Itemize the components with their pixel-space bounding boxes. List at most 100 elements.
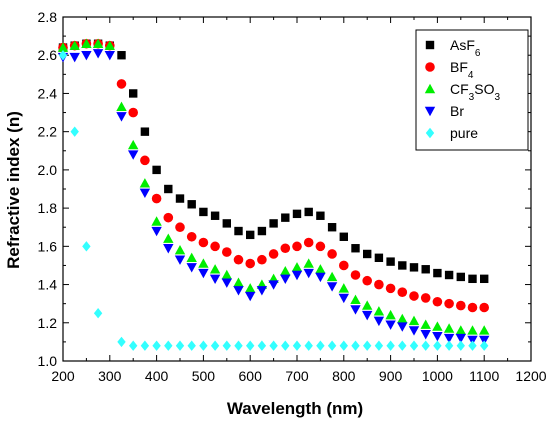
x-tick-label: 700 <box>285 368 309 384</box>
data-point <box>233 286 244 296</box>
y-tick-label: 2.4 <box>38 85 58 101</box>
data-point <box>385 320 396 330</box>
data-point <box>350 270 361 280</box>
x-tick-label: 600 <box>239 368 263 384</box>
data-point <box>408 326 420 336</box>
data-point <box>291 262 303 272</box>
data-point <box>221 269 232 280</box>
data-point <box>129 340 138 351</box>
data-point <box>82 241 91 252</box>
x-tick-label: 200 <box>51 368 75 384</box>
data-point <box>280 265 291 276</box>
data-point <box>351 340 360 351</box>
data-point <box>163 244 174 254</box>
legend-label: CF3SO3 <box>450 81 500 103</box>
data-point <box>420 293 431 303</box>
data-point <box>234 226 243 236</box>
data-point <box>233 277 244 287</box>
data-point <box>327 340 337 351</box>
data-point <box>374 279 384 290</box>
data-point <box>398 261 407 270</box>
data-point <box>468 274 477 284</box>
legend-label: AsF6 <box>450 37 481 59</box>
data-point <box>397 313 408 324</box>
data-point <box>420 319 431 329</box>
data-points <box>57 38 490 351</box>
y-tick-label: 1.4 <box>38 277 58 293</box>
series-bf <box>58 38 490 313</box>
data-point <box>433 340 442 351</box>
data-point <box>58 50 68 61</box>
legend-marker <box>424 83 436 94</box>
data-point <box>210 211 220 220</box>
data-point <box>397 322 408 332</box>
data-point <box>233 254 244 265</box>
data-point <box>221 278 232 288</box>
data-point <box>315 272 326 283</box>
data-point <box>316 340 325 351</box>
data-point <box>327 223 337 232</box>
data-point <box>57 42 69 52</box>
data-point <box>234 340 243 351</box>
legend-marker <box>425 40 435 50</box>
data-point <box>421 265 430 274</box>
data-point <box>222 340 231 351</box>
data-point <box>280 243 291 254</box>
data-point <box>186 252 197 262</box>
data-point <box>163 233 174 243</box>
data-point <box>455 333 466 344</box>
data-point <box>373 316 385 327</box>
data-point <box>292 209 302 219</box>
data-point <box>409 263 419 272</box>
data-point <box>151 226 162 237</box>
data-point <box>199 207 208 217</box>
data-point <box>175 340 185 351</box>
data-point <box>350 294 361 305</box>
data-point <box>152 340 161 351</box>
x-tick-label: 1100 <box>469 368 499 384</box>
data-point <box>479 302 490 313</box>
data-point <box>245 258 255 269</box>
data-point <box>93 308 103 319</box>
data-point <box>187 200 196 209</box>
data-point <box>174 244 186 255</box>
data-point <box>199 340 208 351</box>
data-point <box>315 264 326 274</box>
series-pure <box>58 50 489 351</box>
data-point <box>292 241 302 252</box>
data-point <box>408 315 420 326</box>
data-point <box>256 286 268 296</box>
data-point <box>303 258 314 268</box>
data-point <box>397 287 408 298</box>
data-point <box>151 216 162 226</box>
data-point <box>351 244 360 253</box>
data-point <box>456 300 466 311</box>
data-point <box>409 291 419 301</box>
data-point <box>386 340 395 351</box>
data-point <box>456 340 465 351</box>
data-point <box>363 340 372 351</box>
data-point <box>421 340 430 351</box>
data-point <box>281 213 290 222</box>
data-point <box>209 274 221 285</box>
data-point <box>117 336 126 348</box>
data-point <box>326 282 338 292</box>
data-point <box>444 298 454 309</box>
data-point <box>281 340 290 351</box>
data-point <box>316 211 325 220</box>
data-point <box>186 231 197 242</box>
x-tick-label: 1000 <box>422 368 453 384</box>
data-point <box>468 340 477 351</box>
data-point <box>222 247 232 257</box>
data-point <box>104 40 115 50</box>
data-point <box>92 49 104 59</box>
data-point <box>174 255 186 265</box>
data-point <box>374 253 384 262</box>
data-point <box>386 257 395 266</box>
legend-label: pure <box>450 125 478 141</box>
data-point <box>444 270 454 280</box>
data-point <box>128 107 138 118</box>
legend-label: BF4 <box>450 59 474 81</box>
data-point <box>198 268 209 279</box>
data-point <box>70 126 79 137</box>
